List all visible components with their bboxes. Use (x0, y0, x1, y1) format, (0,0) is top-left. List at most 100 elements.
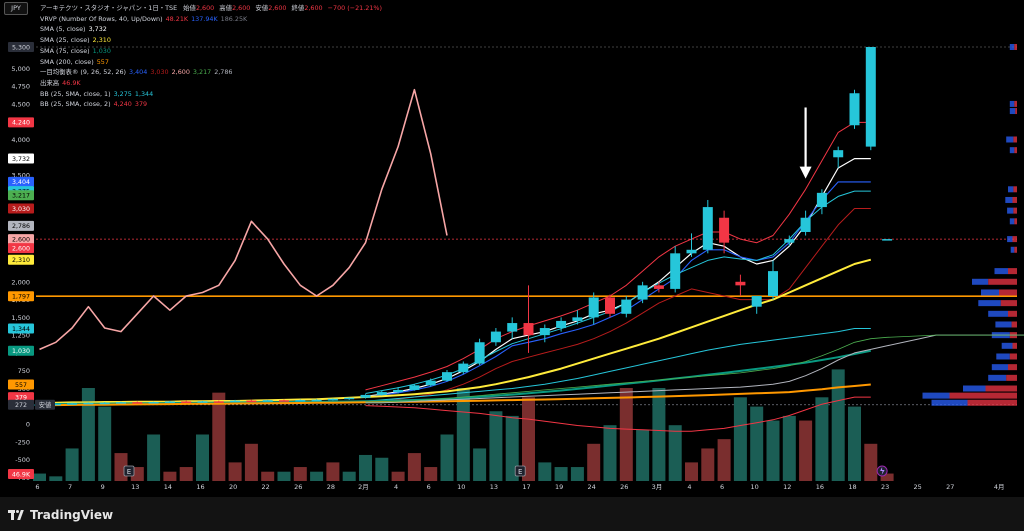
candle[interactable] (882, 239, 893, 241)
candle[interactable] (474, 342, 485, 364)
candle[interactable] (213, 401, 224, 403)
price-badge[interactable] (8, 203, 34, 214)
candle[interactable] (816, 192, 827, 208)
indicator-value: 2,600 (171, 68, 190, 77)
candle[interactable] (653, 285, 664, 289)
price-badge[interactable] (8, 42, 34, 52)
legend-row[interactable]: SMA (5, close) 3,732 (40, 24, 382, 35)
legend-row[interactable]: SMA (200, close) 557 (40, 57, 382, 68)
candle[interactable] (605, 297, 615, 314)
price-badge[interactable] (8, 392, 34, 403)
candle[interactable] (556, 320, 567, 329)
candle[interactable] (539, 328, 550, 336)
candle[interactable] (230, 400, 241, 403)
earnings-marker[interactable] (123, 465, 135, 477)
price-badge[interactable] (8, 190, 34, 201)
overlay-sma200[interactable] (39, 383, 871, 407)
price-badge[interactable] (8, 254, 34, 265)
legend-row[interactable]: VRVP (Number Of Rows, 40, Up/Down) 48.21K… (40, 14, 382, 25)
overlay-kijun[interactable] (365, 208, 871, 404)
candle[interactable] (311, 399, 322, 402)
price-badge[interactable] (8, 243, 34, 254)
candle[interactable] (572, 317, 583, 321)
candle[interactable] (768, 271, 778, 297)
candle[interactable] (279, 400, 289, 402)
legend-row[interactable]: 出来高 46.9K (40, 78, 382, 89)
candle[interactable] (686, 249, 697, 254)
legend-row[interactable]: SMA (75, close) 1,030 (40, 46, 382, 57)
volume-badge[interactable] (8, 469, 34, 479)
price-badge-extra[interactable] (35, 399, 55, 410)
legend-row[interactable]: SMA (25, close) 2,310 (40, 35, 382, 46)
candle[interactable] (132, 402, 143, 404)
candle[interactable] (490, 331, 501, 343)
legend-title-row[interactable]: アーキテクツ・スタジオ・ジャパン・1日・TSE 始値2,600 高値2,600 … (40, 3, 382, 14)
candle[interactable] (50, 403, 61, 406)
candle[interactable] (148, 402, 159, 404)
price-badge[interactable] (8, 117, 34, 128)
legend-row[interactable]: 一目均衡表® (9, 26, 52, 26) 3,404 3,030 2,600 3,2… (40, 67, 382, 78)
overlay-bb2_upper[interactable] (365, 121, 871, 391)
candle[interactable] (833, 150, 844, 158)
candle[interactable] (197, 401, 208, 403)
volume-bar (880, 473, 894, 481)
overlay-bb2_lower[interactable] (365, 396, 871, 432)
overlay-sma75[interactable] (39, 349, 871, 406)
overlay-senkou_a[interactable] (365, 330, 1024, 403)
annotation-arrow-head[interactable] (799, 166, 812, 179)
price-badge[interactable] (8, 291, 34, 302)
overlay-bb1_lower[interactable] (365, 328, 871, 402)
price-badge-label: 1,797 (12, 294, 30, 301)
candle[interactable] (865, 47, 876, 147)
candle[interactable] (621, 299, 632, 314)
price-badge[interactable] (8, 220, 34, 231)
price-badge[interactable] (8, 379, 34, 390)
candle[interactable] (523, 323, 534, 336)
candle[interactable] (425, 380, 436, 386)
candle[interactable] (295, 400, 306, 402)
candle[interactable] (719, 217, 730, 243)
candle[interactable] (784, 239, 795, 243)
candle[interactable] (67, 403, 78, 405)
candle[interactable] (327, 398, 338, 401)
overlay-sma5[interactable] (365, 158, 871, 397)
candle[interactable] (262, 400, 273, 402)
candle[interactable] (637, 285, 648, 300)
price-badge[interactable] (8, 176, 34, 187)
tradingview-logo[interactable]: TradingView (8, 508, 113, 522)
currency-label[interactable]: JPY (4, 2, 28, 15)
candle[interactable] (458, 363, 469, 373)
candle[interactable] (751, 296, 762, 307)
candle[interactable] (116, 402, 126, 404)
candle[interactable] (393, 389, 404, 393)
candle[interactable] (409, 385, 420, 390)
candle[interactable] (507, 323, 518, 332)
candle[interactable] (360, 394, 371, 398)
legend-row[interactable]: BB (25, SMA, close, 1) 3,275 1,344 (40, 89, 382, 100)
overlay-sma25[interactable] (39, 258, 872, 404)
candle[interactable] (376, 392, 387, 395)
price-badge[interactable] (8, 323, 34, 334)
price-badge[interactable] (8, 345, 34, 356)
candle[interactable] (344, 397, 355, 400)
candle[interactable] (849, 93, 860, 126)
candle[interactable] (702, 207, 713, 250)
candle[interactable] (99, 402, 110, 405)
candle[interactable] (246, 400, 257, 403)
price-badge[interactable] (8, 399, 34, 410)
candle[interactable] (83, 402, 94, 405)
price-badge[interactable] (8, 234, 34, 245)
earnings-marker[interactable] (514, 465, 526, 477)
candle[interactable] (588, 297, 599, 318)
candle[interactable] (181, 401, 192, 403)
overlay-chikou[interactable] (39, 88, 448, 351)
symbol-title[interactable]: アーキテクツ・スタジオ・ジャパン・1日・TSE (40, 4, 178, 12)
price-badge[interactable] (8, 153, 34, 164)
candle[interactable] (164, 401, 175, 403)
legend-row[interactable]: BB (25, SMA, close, 2) 4,240 379 (40, 99, 382, 110)
candle[interactable] (670, 253, 681, 289)
candle[interactable] (800, 217, 811, 232)
candle[interactable] (442, 372, 452, 381)
candle[interactable] (735, 281, 746, 286)
